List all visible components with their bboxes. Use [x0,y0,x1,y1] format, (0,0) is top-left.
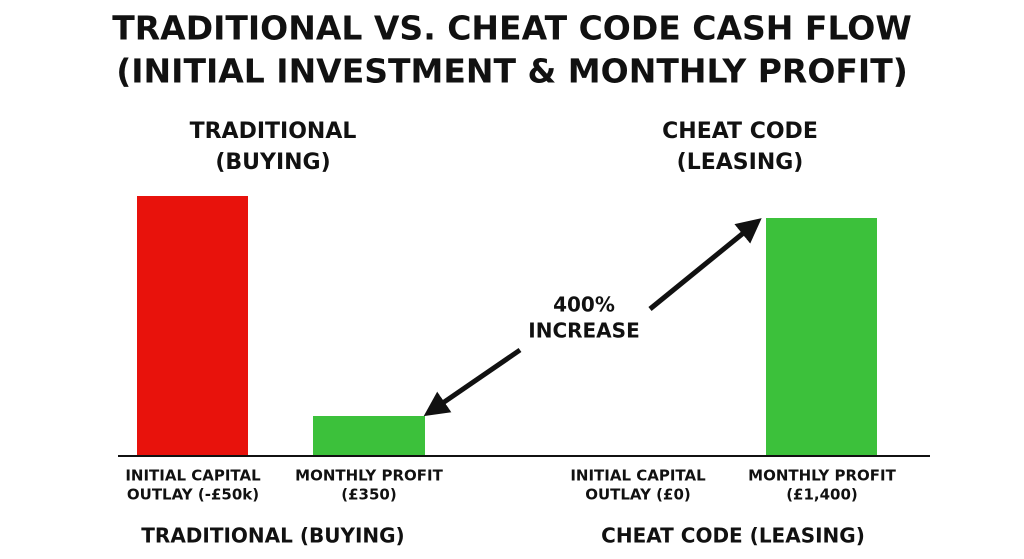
title: (INITIAL INVESTMENT & MONTHLY PROFIT) [116,52,908,91]
bar [137,196,248,455]
title: TRADITIONAL VS. CHEAT CODE CASH FLOW [112,9,912,48]
annotation: 400% [553,293,615,317]
bar-label: MONTHLY PROFIT [748,467,896,485]
panel-heading: (LEASING) [677,150,804,175]
bar-label: MONTHLY PROFIT [295,467,443,485]
bar-label: OUTLAY (£0) [585,486,691,504]
bar [313,416,425,455]
panel-footer: TRADITIONAL (BUYING) [141,524,404,548]
bar-label: (£350) [341,486,396,504]
bar-label: (£1,400) [786,486,858,504]
panel-footer: CHEAT CODE (LEASING) [601,524,865,548]
bar-label: INITIAL CAPITAL [125,467,261,485]
bar [766,218,877,455]
arrow [648,218,762,311]
panel-heading: TRADITIONAL [190,119,357,144]
arrow [423,347,522,417]
panel-heading: (BUYING) [215,150,330,175]
bar-label: INITIAL CAPITAL [570,467,706,485]
bar-label: OUTLAY (-£50k) [127,486,259,504]
annotation: INCREASE [528,319,639,343]
panel-heading: CHEAT CODE [662,119,818,144]
